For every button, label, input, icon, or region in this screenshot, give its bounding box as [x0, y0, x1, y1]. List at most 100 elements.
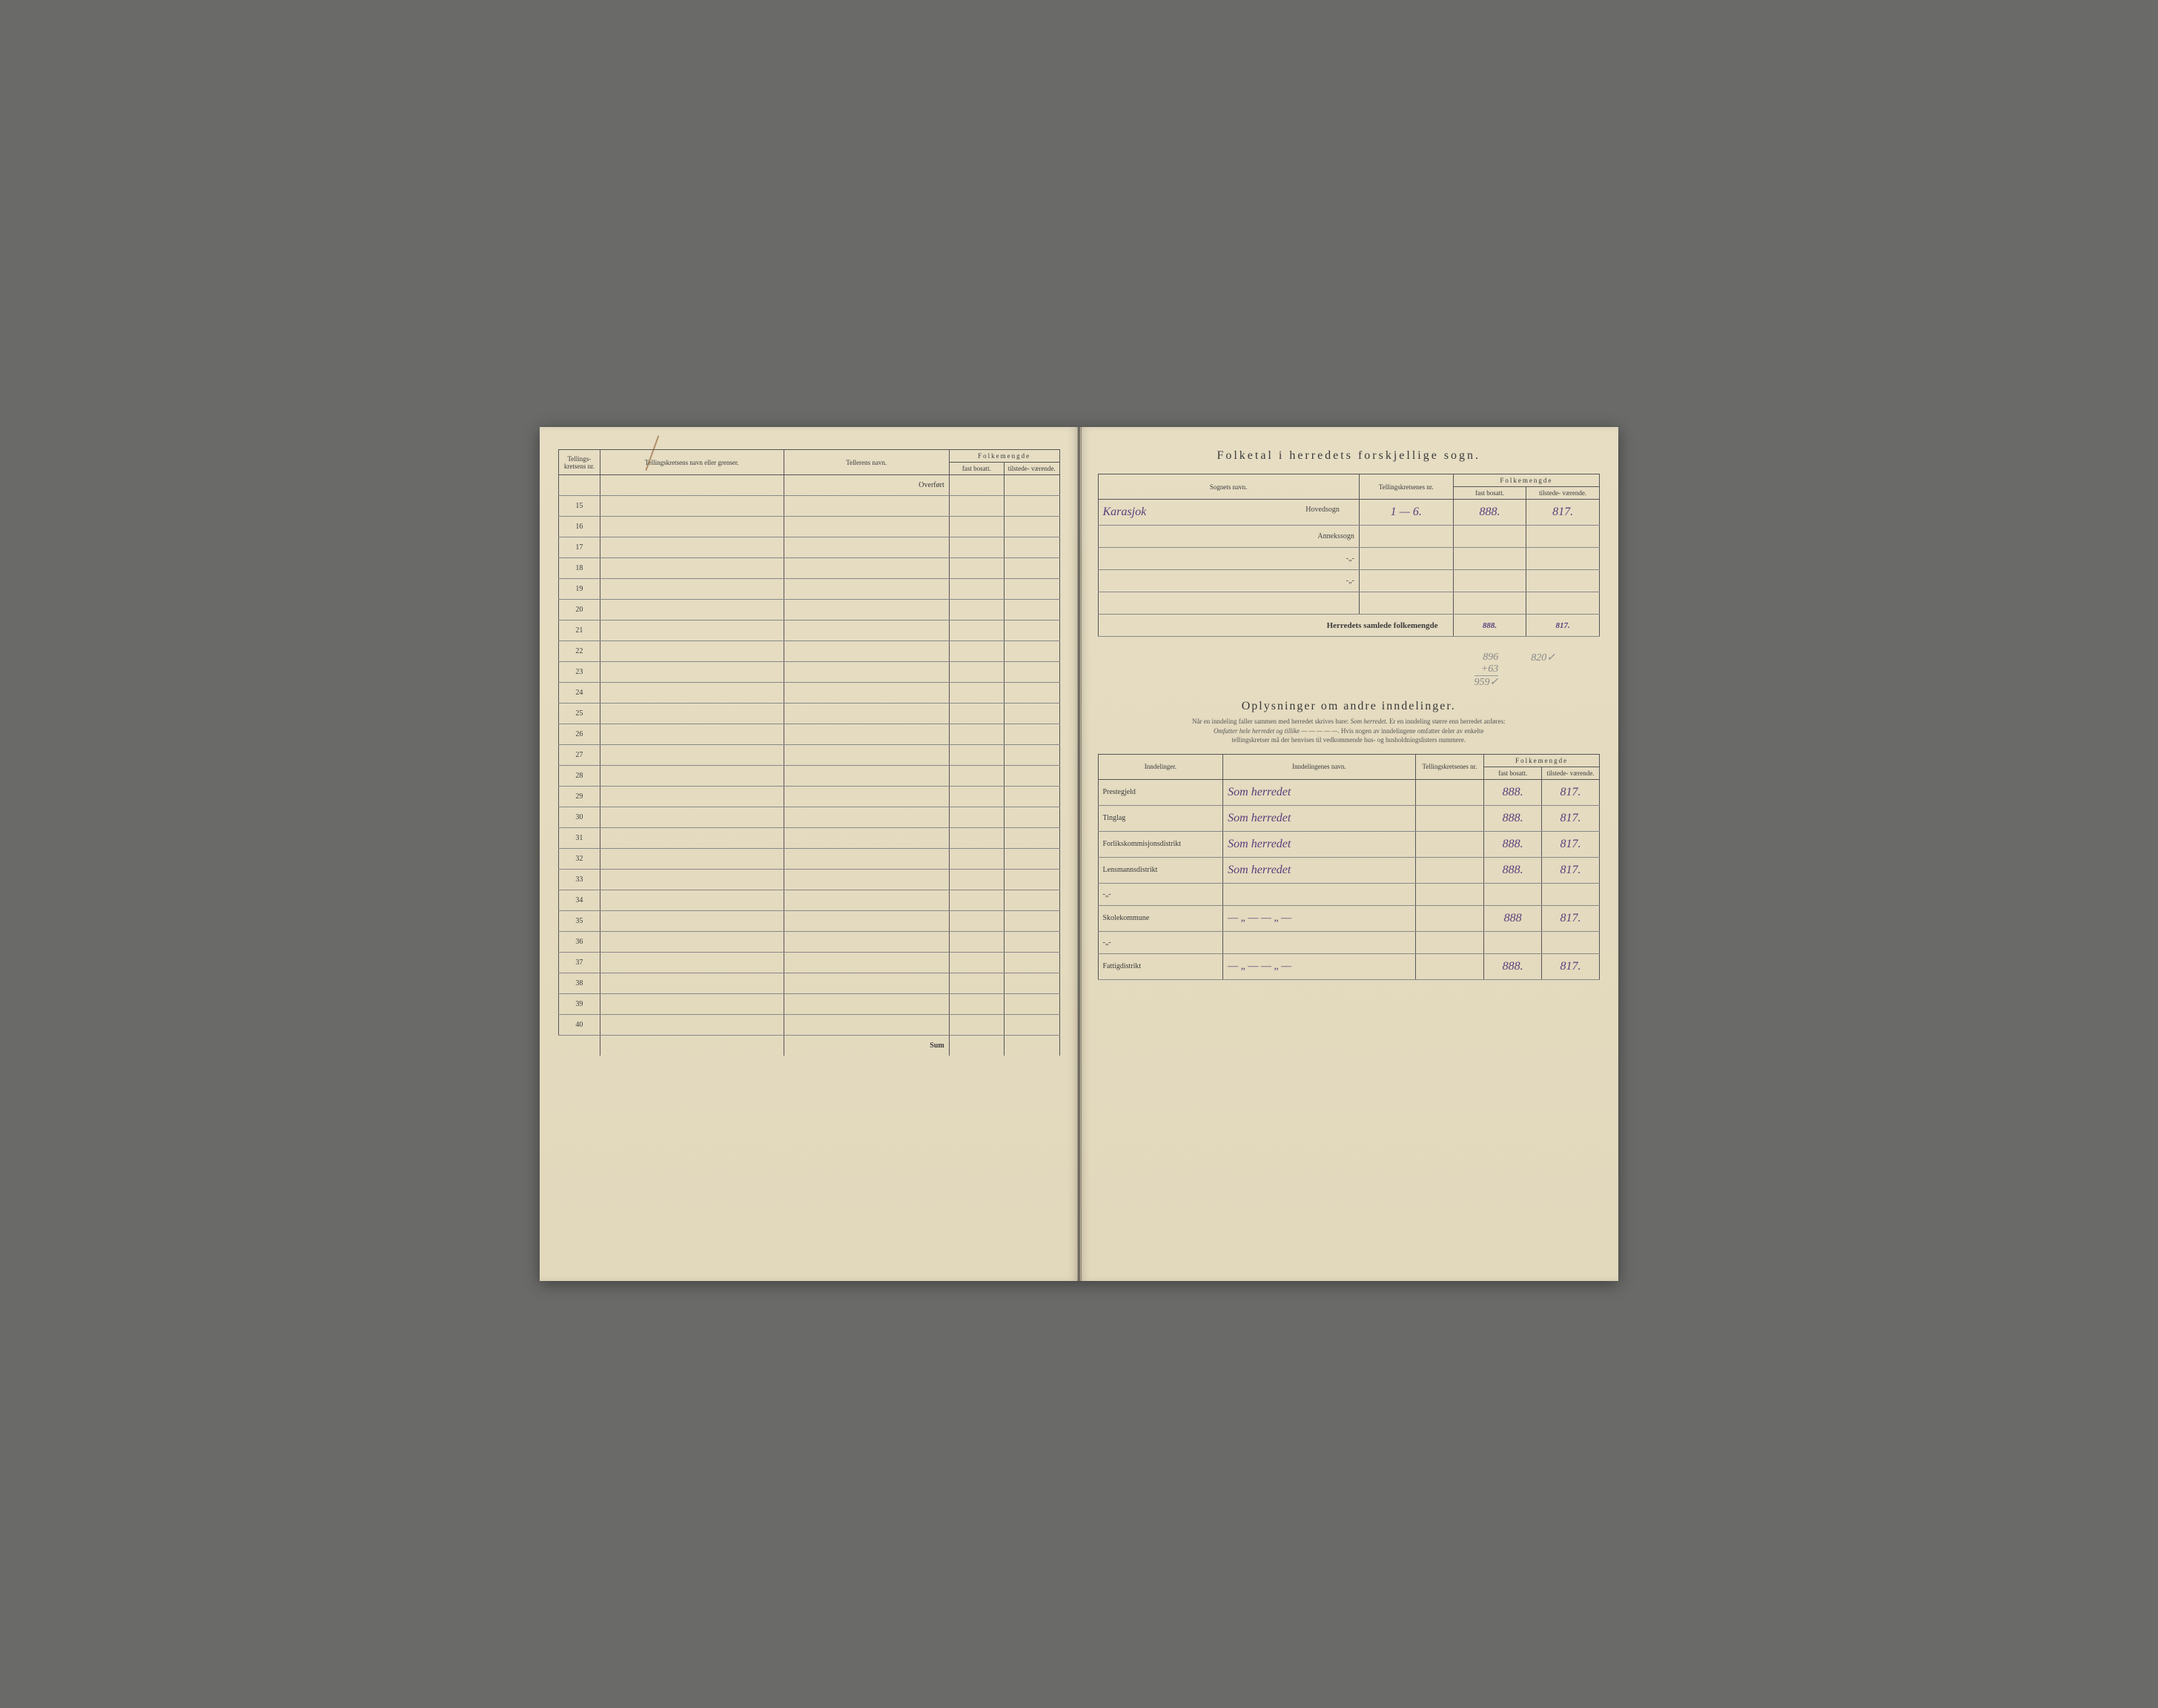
inndeling-tilstede: 817. — [1542, 831, 1600, 857]
inndeling-row: Lensmannsdistrikt Som herredet 888. 817. — [1098, 857, 1600, 883]
samlede-fast: 888. — [1453, 615, 1526, 637]
row-number: 31 — [559, 828, 600, 849]
table-row: 24 — [559, 683, 1060, 704]
col-inndeling-navn: Inndelingenes navn. — [1223, 754, 1416, 779]
table-row: 31 — [559, 828, 1060, 849]
col-krets-nr: Tellingskretsenes nr. — [1359, 474, 1453, 500]
row-number: 20 — [559, 600, 600, 620]
col-header-folkemengde: Folkemengde — [949, 450, 1059, 463]
inndeling-navn: Som herredet — [1223, 805, 1416, 831]
row-number: 27 — [559, 745, 600, 766]
col-inndeling-fast: fast bosatt. — [1484, 767, 1542, 779]
row-number: 25 — [559, 704, 600, 724]
row-number: 15 — [559, 496, 600, 517]
pencil-calculations: 896 +63 959✓ 820✓ — [1098, 652, 1601, 689]
inndeling-fast — [1484, 931, 1542, 953]
inndeling-krets — [1415, 857, 1484, 883]
inndeling-navn: — „ — — „ — — [1223, 905, 1416, 931]
col-header-teller: Tellerens navn. — [784, 450, 949, 475]
hovedsogn-fast: 888. — [1453, 500, 1526, 526]
inndeling-fast: 888. — [1484, 805, 1542, 831]
inndeling-row: Forlikskommisjonsdistrikt Som herredet 8… — [1098, 831, 1600, 857]
inndeling-navn — [1223, 883, 1416, 905]
table-row: 17 — [559, 537, 1060, 558]
row-number: 34 — [559, 890, 600, 911]
col-inndeling-folkemengde: Folkemengde — [1484, 754, 1600, 767]
hovedsogn-label: Hovedsogn — [1305, 506, 1354, 514]
book-spine — [1077, 427, 1082, 1281]
hovedsogn-tilstede: 817. — [1526, 500, 1600, 526]
inndeling-navn: — „ — — „ — — [1223, 953, 1416, 979]
table-row: 36 — [559, 932, 1060, 953]
section-title-2: Oplysninger om andre inndelinger. — [1098, 700, 1601, 713]
row-number: 29 — [559, 787, 600, 807]
inndeling-label: Lensmannsdistrikt — [1098, 857, 1223, 883]
inndeling-fast — [1484, 883, 1542, 905]
hovedsogn-krets: 1 — 6. — [1359, 500, 1453, 526]
table-row: 26 — [559, 724, 1060, 745]
row-number: 21 — [559, 620, 600, 641]
table-row: 27 — [559, 745, 1060, 766]
inndeling-tilstede: 817. — [1542, 905, 1600, 931]
col-r-tilstede: tilstede- værende. — [1526, 487, 1600, 500]
samlede-tilstede: 817. — [1526, 615, 1600, 637]
table-row: 23 — [559, 662, 1060, 683]
inndeling-krets — [1415, 905, 1484, 931]
row-number: 23 — [559, 662, 600, 683]
table-row: 25 — [559, 704, 1060, 724]
table-row: 30 — [559, 807, 1060, 828]
inndeling-row: -„- — [1098, 883, 1600, 905]
inndeling-krets — [1415, 831, 1484, 857]
inndeling-label: -„- — [1098, 931, 1223, 953]
row-number: 30 — [559, 807, 600, 828]
inndeling-fast: 888. — [1484, 857, 1542, 883]
inndeling-krets — [1415, 931, 1484, 953]
samlede-label: Herredets samlede folkemengde — [1098, 615, 1453, 637]
inndeling-row: Skolekommune — „ — — „ — 888 817. — [1098, 905, 1600, 931]
row-number: 39 — [559, 994, 600, 1015]
inndeling-tilstede — [1542, 931, 1600, 953]
inndeling-tilstede: 817. — [1542, 805, 1600, 831]
table-row: 19 — [559, 579, 1060, 600]
inndeling-krets — [1415, 779, 1484, 805]
table-row: 29 — [559, 787, 1060, 807]
table-row: 34 — [559, 890, 1060, 911]
document-spread: Tellings- kretsens nr. Tellingskretsens … — [540, 427, 1618, 1281]
row-number: 16 — [559, 517, 600, 537]
col-r-fast: fast bosatt. — [1453, 487, 1526, 500]
table-row: 33 — [559, 870, 1060, 890]
samlede-row: Herredets samlede folkemengde 888. 817. — [1098, 615, 1600, 637]
ditto-row-1: -„- — [1098, 548, 1600, 570]
inndeling-label: Tinglag — [1098, 805, 1223, 831]
inndeling-navn — [1223, 931, 1416, 953]
inndeling-navn: Som herredet — [1223, 831, 1416, 857]
inndeling-fast: 888. — [1484, 831, 1542, 857]
annekssogn-row: Annekssogn — [1098, 526, 1600, 548]
pencil-calc-right: 820✓ — [1531, 652, 1555, 663]
table-row: 35 — [559, 911, 1060, 932]
table-row: 37 — [559, 953, 1060, 973]
table-row: 20 — [559, 600, 1060, 620]
pencil-calc-3: 959✓ — [1474, 676, 1499, 689]
table-row: 18 — [559, 558, 1060, 579]
blank-row — [1098, 592, 1600, 615]
inndeling-label: Skolekommune — [1098, 905, 1223, 931]
inndeling-fast: 888. — [1484, 779, 1542, 805]
inndeling-fast: 888. — [1484, 953, 1542, 979]
inndeling-navn: Som herredet — [1223, 857, 1416, 883]
inndeling-tilstede: 817. — [1542, 857, 1600, 883]
inndeling-krets — [1415, 883, 1484, 905]
inndeling-row: Prestegjeld Som herredet 888. 817. — [1098, 779, 1600, 805]
hovedsogn-name: Karasjok — [1103, 506, 1147, 518]
sum-row: Sum — [559, 1036, 1060, 1056]
ditto-label-1: -„- — [1098, 548, 1359, 570]
inndelinger-table: Inndelinger. Inndelingenes navn. Telling… — [1098, 754, 1601, 980]
pencil-calc-2: +63 — [1474, 663, 1499, 676]
inndeling-fast: 888 — [1484, 905, 1542, 931]
table-row: 21 — [559, 620, 1060, 641]
row-number: 24 — [559, 683, 600, 704]
sum-label: Sum — [784, 1036, 949, 1056]
table-row: 28 — [559, 766, 1060, 787]
col-header-krets-navn: Tellingskretsens navn eller grenser. — [600, 450, 784, 475]
row-number: 36 — [559, 932, 600, 953]
